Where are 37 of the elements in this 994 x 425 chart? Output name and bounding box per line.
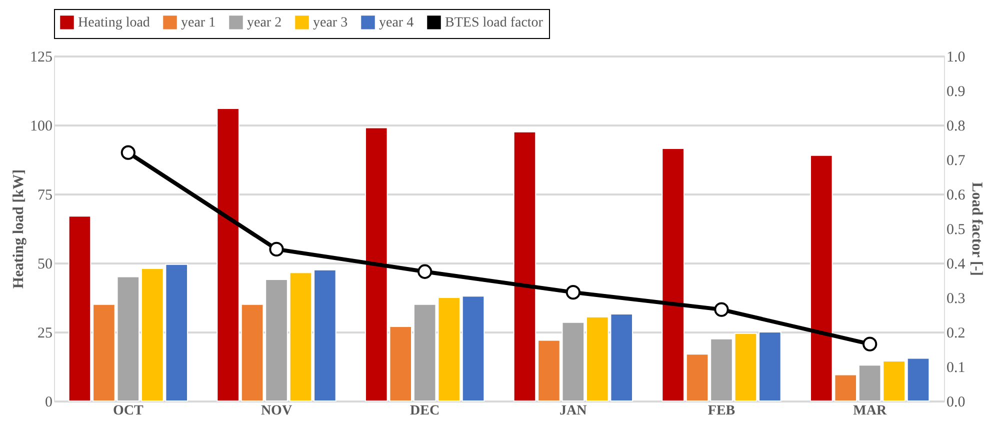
x-tick-label: NOV (260, 404, 292, 418)
y2-tick-label: 0.0 (946, 394, 966, 410)
x-tick-label: DEC (410, 404, 440, 418)
y2-tick-label: 0.7 (946, 153, 966, 169)
y2-tick-label: 0.4 (946, 256, 966, 272)
y-axis-title: Heating load [kW] (11, 169, 27, 289)
y2-tick-label: 0.1 (946, 360, 966, 376)
y-tick-label: 0 (45, 394, 52, 410)
y2-tick-label: 0.2 (946, 326, 966, 342)
y2-axis-title: Load factor [-] (968, 182, 984, 276)
y2-tick-label: 0.5 (946, 222, 966, 238)
y-tick-label: 125 (30, 50, 52, 66)
point (418, 264, 432, 279)
x-tick-label: FEB (708, 404, 736, 418)
y-tick-label: 75 (38, 188, 52, 204)
y-tick-label: 50 (38, 256, 52, 272)
y-tick-label: 100 (30, 118, 52, 134)
legend-label: year 1 (181, 15, 216, 30)
y2-tick-label: 0.9 (946, 84, 966, 100)
y2-tick-label: 0.6 (946, 188, 966, 204)
legend-label: year 4 (379, 15, 414, 30)
legend-label: year 3 (313, 15, 348, 30)
point (566, 285, 580, 300)
point (862, 336, 878, 352)
y2-tick-label: 1.0 (946, 50, 966, 66)
point (269, 242, 284, 257)
legend-label: year 2 (247, 15, 282, 30)
legend-label: Heating load (78, 15, 150, 30)
x-tick-label: OCT (112, 404, 144, 418)
y-tick-label: 25 (38, 326, 52, 342)
point (714, 302, 729, 317)
legend-label: BTES load factor (445, 15, 544, 30)
y2-tick-label: 0.8 (946, 118, 966, 134)
x-tick-label: JAN (560, 404, 587, 418)
y2-tick-label: 0.3 (946, 291, 966, 307)
x-tick-label: MAR (853, 404, 888, 418)
point (120, 145, 136, 160)
